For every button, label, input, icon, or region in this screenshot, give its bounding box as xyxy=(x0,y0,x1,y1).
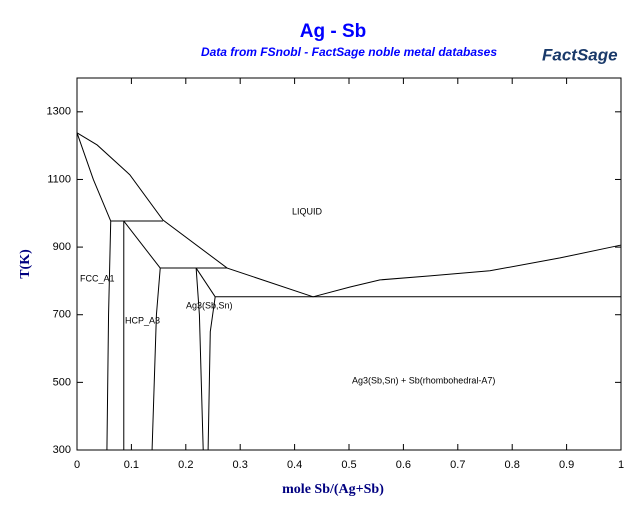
chart-title: Ag - Sb xyxy=(300,21,367,42)
phase-label: HCP_A3 xyxy=(125,315,160,325)
phase-boundary xyxy=(76,132,112,222)
x-tick-label: 0.7 xyxy=(450,459,465,471)
phase-label: FCC_A1 xyxy=(80,273,115,283)
phase-label: Ag3(Sb,Sn) + Sb(rhombohedral-A7) xyxy=(352,375,495,385)
x-tick-label: 0.6 xyxy=(396,459,411,471)
x-tick-label: 0.1 xyxy=(124,459,139,471)
logo: FactSage xyxy=(542,45,618,64)
y-tick-label: 900 xyxy=(53,241,71,253)
x-axis-label: mole Sb/(Ag+Sb) xyxy=(282,482,384,497)
x-tick-label: 0 xyxy=(74,459,80,471)
y-tick-label: 700 xyxy=(53,309,71,321)
y-axis-label: T(K) xyxy=(18,249,33,279)
plot-frame xyxy=(76,77,622,451)
y-tick-label: 500 xyxy=(53,376,71,388)
x-tick-label: 0.2 xyxy=(178,459,193,471)
y-tick-label: 1100 xyxy=(47,173,71,185)
x-tick-label: 0.4 xyxy=(287,459,302,471)
y-tick-label: 1300 xyxy=(47,106,71,118)
phase-boundary xyxy=(123,220,161,269)
phase-boundary xyxy=(195,268,204,451)
x-tick-label: 0.9 xyxy=(559,459,574,471)
x-tick-label: 0.3 xyxy=(233,459,248,471)
phase-label: LIQUID xyxy=(292,206,323,216)
x-tick-label: 1 xyxy=(618,459,624,471)
phase-label: Ag3(Sb,Sn) xyxy=(186,300,233,310)
x-tick-label: 0.5 xyxy=(341,459,356,471)
phase-boundary xyxy=(195,267,216,298)
phase-boundary xyxy=(151,268,161,451)
phase-boundary xyxy=(106,221,112,451)
phase-boundary xyxy=(312,244,622,298)
x-tick-label: 0.8 xyxy=(505,459,520,471)
y-tick-label: 300 xyxy=(53,444,71,456)
phase-boundary xyxy=(76,132,314,298)
chart-subtitle: Data from FSnobl - FactSage noble metal … xyxy=(201,45,497,59)
phase-boundary xyxy=(207,296,216,451)
